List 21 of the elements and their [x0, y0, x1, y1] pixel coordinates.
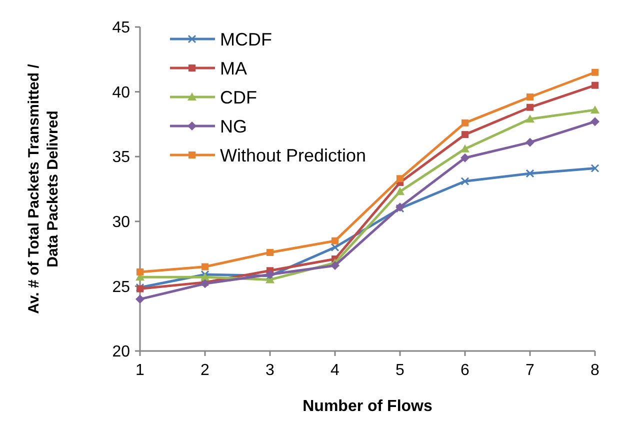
y-tick-label: 40	[112, 84, 130, 102]
y-tick-label: 35	[112, 149, 130, 166]
x-tick-label: 4	[330, 362, 340, 379]
x-tick-label: 1	[136, 362, 145, 379]
legend-label: Without Prediction	[220, 145, 366, 166]
y-axis-title: Av. # of Total Packets Transmitted / Data Packets Delivred	[26, 63, 62, 314]
legend-label: CDF	[220, 87, 257, 108]
x-tick-label: 3	[266, 362, 275, 379]
x-tick-label: 8	[590, 362, 600, 379]
legend-label: MCDF	[220, 29, 272, 50]
legend-label: MA	[220, 58, 247, 78]
x-axis-title: Number of Flows	[302, 398, 432, 415]
y-tick-label: 45	[112, 20, 130, 37]
x-tick-label: 5	[396, 362, 405, 379]
x-tick-label: 6	[460, 362, 470, 379]
y-tick-label: 20	[112, 344, 130, 361]
x-tick-label: 2	[200, 362, 210, 379]
legend-label: NG	[220, 116, 247, 136]
y-tick-label: 30	[112, 214, 130, 231]
y-tick-label: 25	[112, 278, 130, 296]
x-tick-label: 7	[526, 362, 535, 379]
